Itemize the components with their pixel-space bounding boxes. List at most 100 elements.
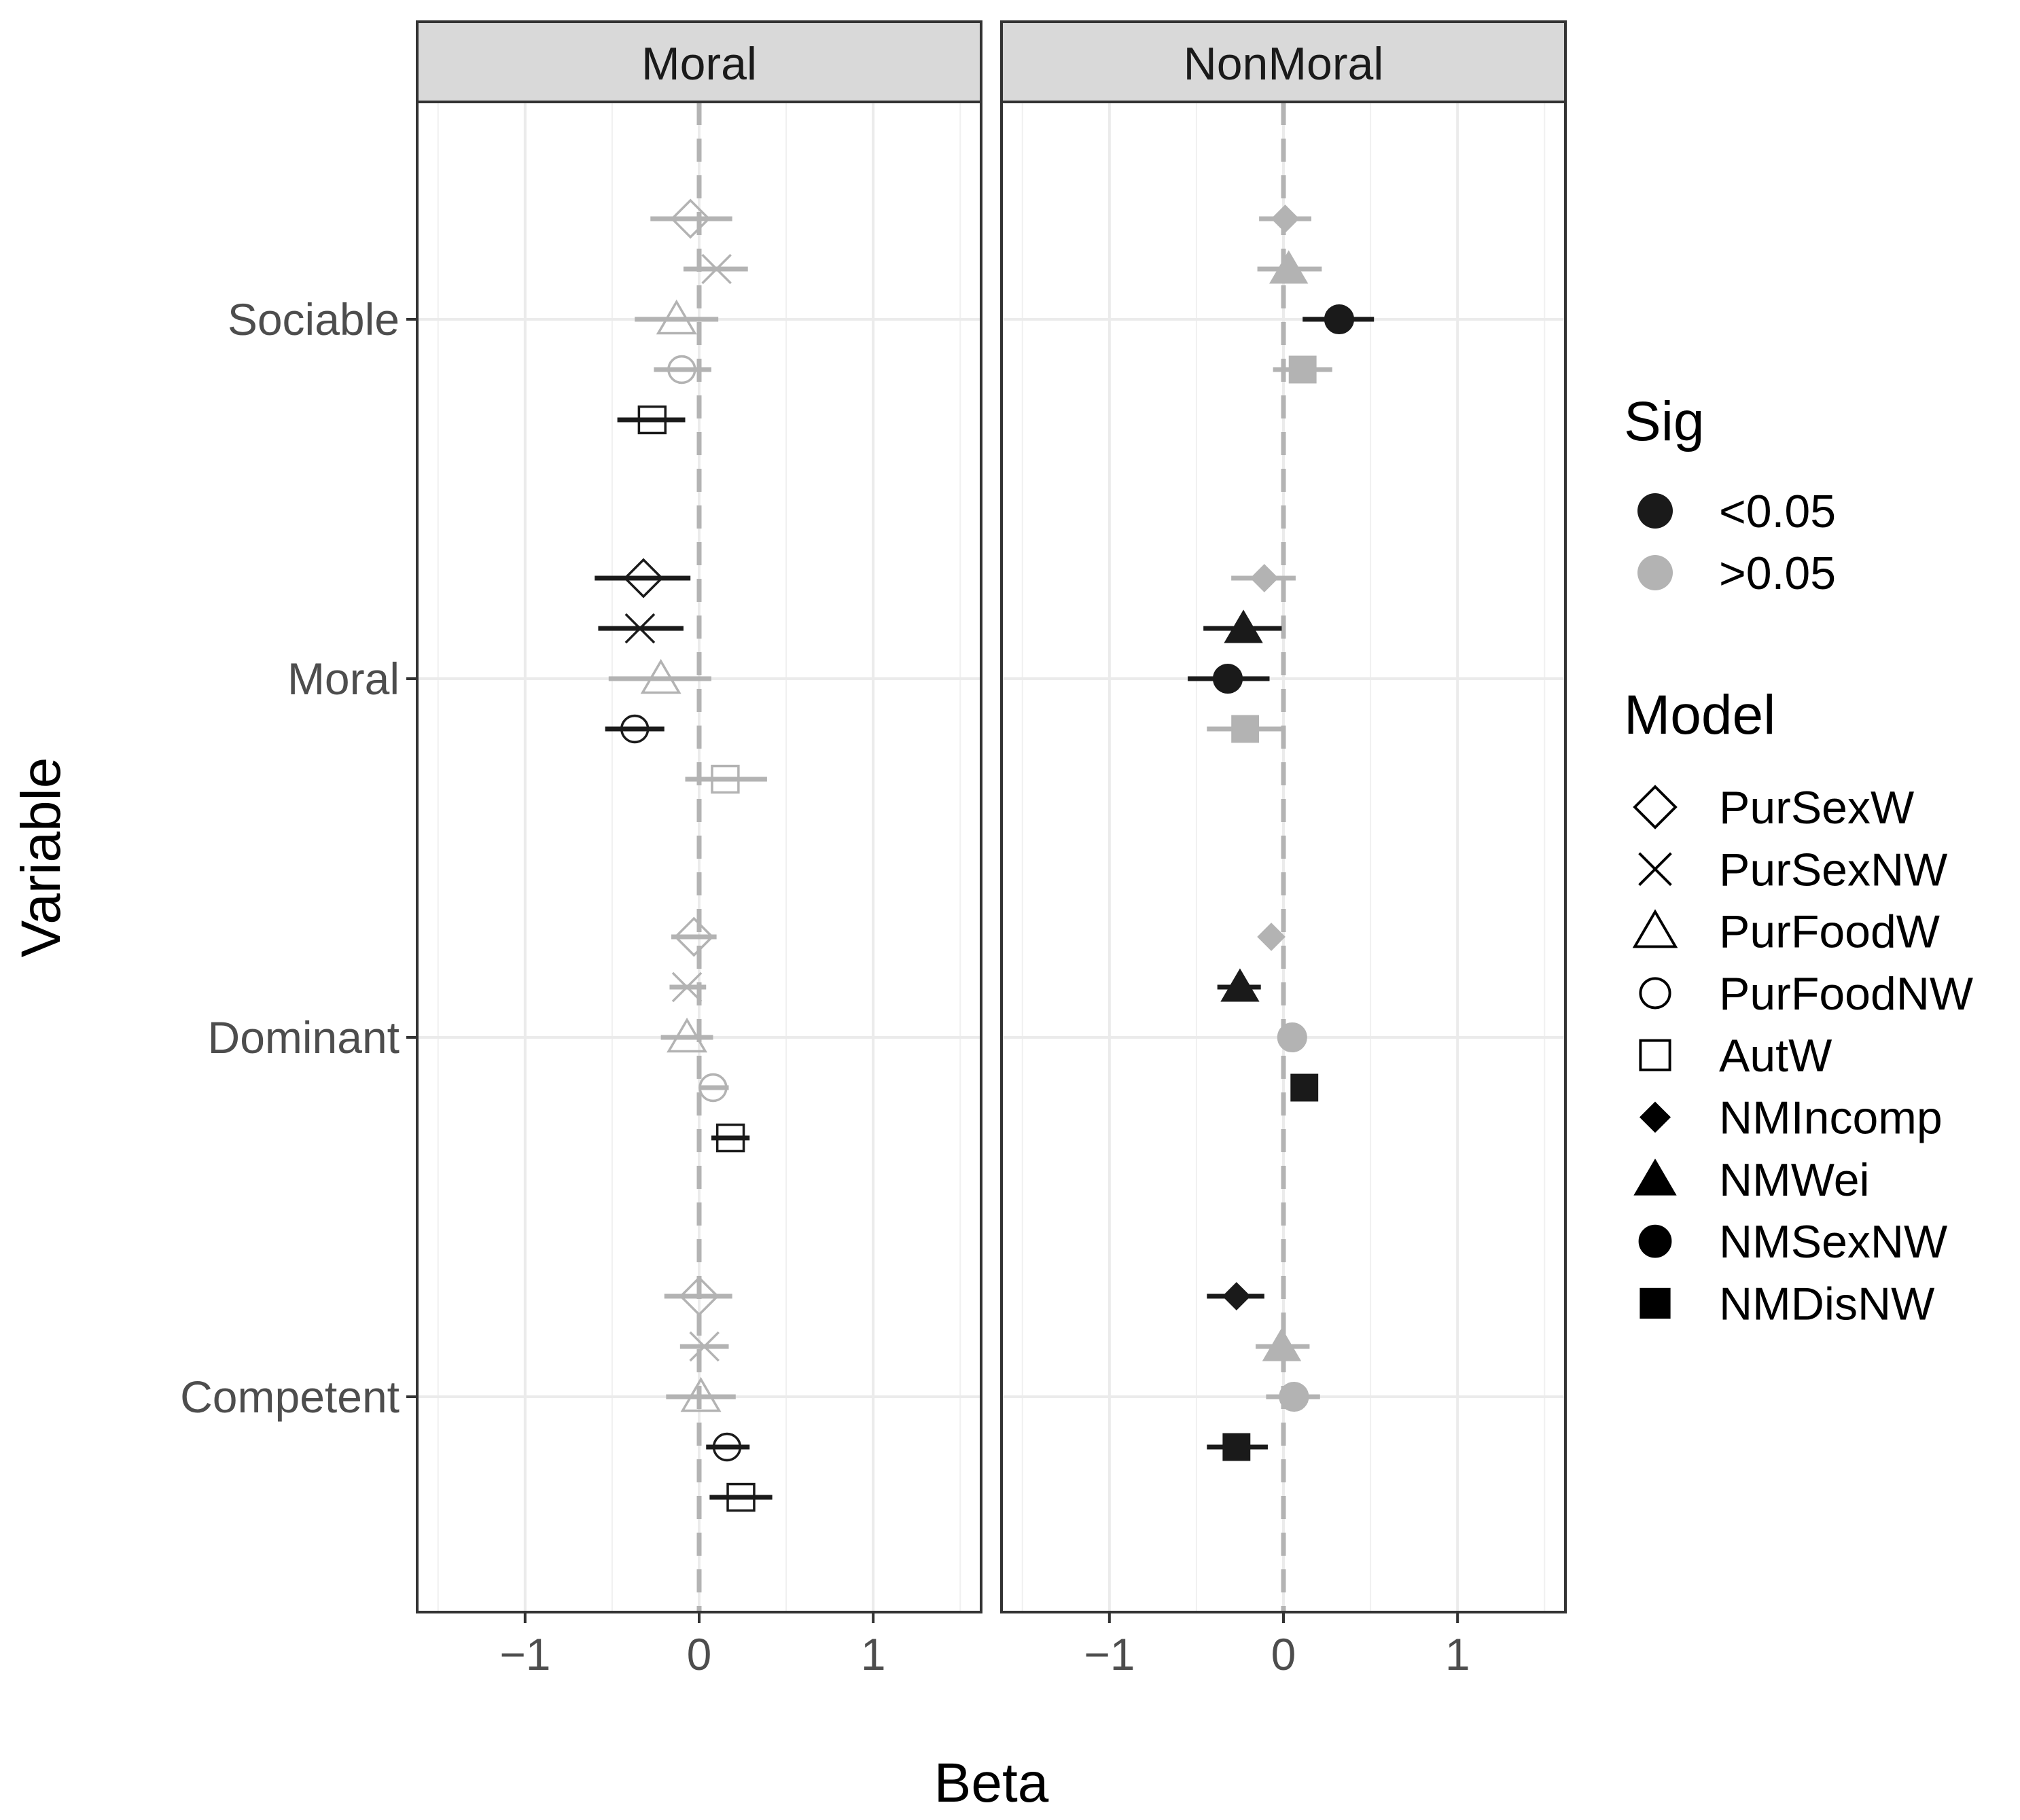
point-marker	[1212, 663, 1243, 694]
point-marker	[689, 1331, 720, 1362]
marker-triangle	[1262, 1327, 1302, 1361]
point-marker	[711, 764, 740, 794]
marker-triangle	[667, 1017, 708, 1053]
data-point-purfoodnw-competent	[706, 1432, 750, 1462]
y-axis-title: Variable	[10, 757, 72, 958]
marker-diamond	[670, 198, 711, 239]
marker-diamond	[1250, 564, 1279, 592]
x-tick-label: −1	[499, 1629, 550, 1679]
marker-square	[637, 405, 667, 435]
data-point-purfoodnw-sociable	[654, 355, 711, 385]
x-tick-label: 0	[687, 1629, 712, 1679]
point-marker	[624, 613, 656, 644]
marker-cross	[701, 253, 732, 285]
point-marker	[1290, 1073, 1319, 1102]
marker-circle	[667, 355, 696, 385]
point-marker	[637, 405, 667, 435]
data-point-nmwei-dominant	[1217, 968, 1261, 1002]
facet-strip-label: Moral	[641, 38, 757, 90]
data-point-nmsexnw-dominant	[1277, 1022, 1307, 1053]
data-point-nmincomp-sociable	[1259, 204, 1311, 233]
point-marker	[1279, 1381, 1309, 1412]
marker-square	[1640, 1287, 1671, 1319]
data-point-autw-sociable	[617, 405, 686, 435]
legend-model-title: Model	[1624, 684, 1775, 746]
point-marker	[715, 1123, 745, 1153]
marker-triangle	[640, 658, 681, 694]
legend-model-label: NMIncomp	[1719, 1092, 1943, 1144]
legend-model-key	[1639, 977, 1671, 1010]
legend-model-key	[1639, 1101, 1671, 1133]
data-point-purfoodw-moral	[608, 658, 711, 694]
marker-square	[1639, 1039, 1671, 1071]
marker-square	[1288, 355, 1317, 384]
data-point-nmincomp-competent	[1207, 1282, 1264, 1310]
marker-diamond	[679, 1276, 720, 1317]
legend-sig-label: >0.05	[1719, 548, 1836, 599]
data-point-purfoodw-sociable	[635, 299, 719, 335]
point-marker	[623, 558, 664, 599]
point-marker	[1231, 715, 1260, 743]
data-point-purfoodnw-moral	[605, 714, 665, 744]
marker-square	[1222, 1433, 1251, 1461]
legend-model-label: AutW	[1719, 1030, 1832, 1082]
point-marker	[671, 971, 703, 1003]
marker-triangle	[1632, 909, 1678, 948]
legend-sig-key	[1637, 493, 1673, 529]
marker-triangle	[680, 1376, 722, 1412]
legend-model-label: PurFoodW	[1719, 906, 1940, 958]
marker-diamond	[1257, 923, 1286, 951]
point-marker	[1324, 304, 1355, 335]
data-point-nmsexnw-moral	[1188, 663, 1270, 694]
point-marker	[726, 1482, 756, 1512]
x-tick-label: −1	[1084, 1629, 1135, 1679]
marker-triangle	[1633, 1158, 1677, 1196]
marker-circle	[1277, 1022, 1307, 1053]
point-marker	[1224, 609, 1263, 643]
facet-strip-label: NonMoral	[1184, 38, 1384, 90]
point-marker	[667, 355, 696, 385]
marker-diamond	[1639, 1101, 1671, 1133]
point-marker	[1250, 564, 1279, 592]
data-point-pursexw-sociable	[650, 198, 732, 239]
legend-model-label: NMWei	[1719, 1154, 1870, 1206]
point-marker	[1262, 1327, 1302, 1361]
data-point-nmwei-sociable	[1257, 250, 1322, 284]
data-point-nmincomp-moral	[1231, 564, 1296, 592]
legend-model-key	[1633, 785, 1678, 829]
point-marker	[1271, 204, 1300, 233]
x-tick-label: 0	[1271, 1629, 1296, 1679]
marker-triangle	[1269, 250, 1309, 284]
legend-model-label: PurFoodNW	[1719, 968, 1973, 1020]
marker-diamond	[1271, 204, 1300, 233]
marker-cross	[624, 613, 656, 644]
marker-cross	[689, 1331, 720, 1362]
point-marker	[1288, 355, 1317, 384]
point-marker	[1220, 968, 1260, 1002]
marker-cross	[671, 971, 703, 1003]
data-point-autw-dominant	[711, 1123, 750, 1153]
data-point-pursexnw-competent	[679, 1331, 729, 1362]
legend-model-label: NMDisNW	[1719, 1278, 1934, 1330]
marker-circle	[1279, 1381, 1309, 1412]
y-tick-label: Competent	[180, 1372, 400, 1422]
y-tick-label: Moral	[287, 654, 400, 704]
data-point-pursexw-dominant	[671, 916, 717, 957]
legend-sig-label: <0.05	[1719, 486, 1836, 537]
marker-circle	[1324, 304, 1355, 335]
data-point-autw-moral	[685, 764, 767, 794]
data-point-nmwei-moral	[1203, 609, 1282, 643]
data-point-purfoodw-dominant	[660, 1017, 713, 1053]
legend-sig-key	[1637, 555, 1673, 590]
data-point-pursexw-competent	[664, 1276, 732, 1317]
point-marker	[656, 299, 697, 335]
point-marker	[640, 658, 681, 694]
facet-panel-moral	[416, 20, 982, 1623]
marker-circle	[698, 1073, 728, 1103]
data-point-purfoodnw-dominant	[698, 1073, 729, 1103]
marker-square	[715, 1123, 745, 1153]
point-marker	[1222, 1433, 1251, 1461]
point-marker	[1257, 923, 1286, 951]
point-marker	[701, 253, 732, 285]
